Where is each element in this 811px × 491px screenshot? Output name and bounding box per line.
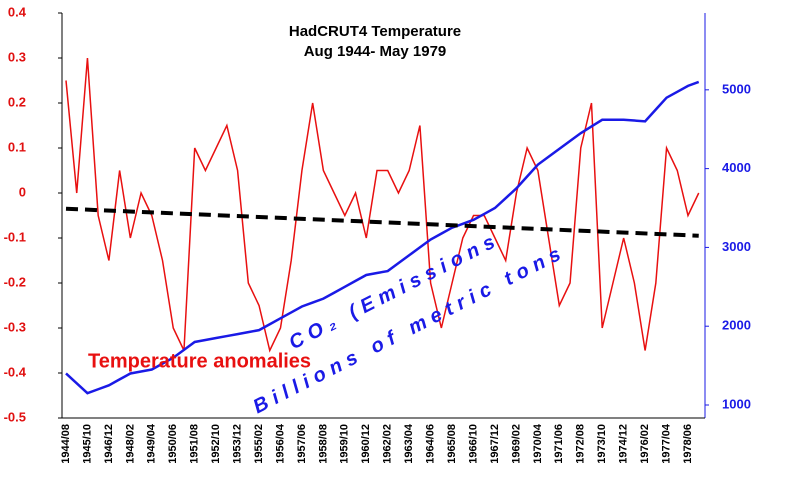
x-tick-label: 1962/02 — [382, 424, 394, 464]
x-tick-label: 1964/06 — [425, 424, 437, 464]
x-tick-label: 1959/10 — [339, 424, 351, 464]
data-line — [65, 80, 700, 395]
x-tick-label: 1953/12 — [231, 424, 243, 464]
x-tick-label: 1966/10 — [467, 424, 479, 464]
y-tick-label: 0 — [19, 184, 26, 199]
y2-tick-label: 1000 — [722, 396, 751, 411]
y-tick-label: 0.4 — [8, 4, 27, 19]
y-tick-label: -0.2 — [4, 274, 26, 289]
x-tick-label: 1974/12 — [618, 424, 630, 464]
x-tick-label: 1978/06 — [682, 424, 694, 464]
annotation: Temperature anomalies — [88, 350, 311, 372]
x-tick-label: 1952/10 — [210, 424, 222, 464]
x-tick-label: 1948/02 — [124, 424, 136, 464]
y-tick-label: -0.3 — [4, 319, 26, 334]
y-tick-label: -0.5 — [4, 409, 26, 424]
x-tick-label: 1965/08 — [446, 424, 458, 464]
chart-title: HadCRUT4 Temperature — [289, 23, 461, 40]
x-tick-label: 1956/04 — [274, 423, 286, 464]
x-tick-label: 1967/12 — [489, 424, 501, 464]
y-tick-label: 0.2 — [8, 94, 26, 109]
y2-tick-label: 5000 — [722, 81, 751, 96]
x-tick-label: 1949/04 — [146, 423, 158, 464]
x-tick-label: 1951/08 — [189, 424, 201, 464]
data-line — [65, 57, 700, 353]
x-tick-label: 1972/08 — [575, 424, 587, 464]
x-tick-label: 1957/06 — [296, 424, 308, 464]
x-tick-label: 1969/02 — [510, 424, 522, 464]
x-tick-label: 1976/02 — [639, 424, 651, 464]
y-tick-label: -0.4 — [4, 364, 27, 379]
y2-tick-label: 3000 — [722, 239, 751, 254]
y2-tick-label: 4000 — [722, 160, 751, 175]
x-tick-label: 1946/12 — [103, 424, 115, 464]
x-tick-label: 1950/06 — [167, 424, 179, 464]
trend-line — [65, 206, 699, 238]
x-tick-label: 1971/06 — [553, 424, 565, 464]
x-tick-label: 1958/08 — [317, 424, 329, 464]
y-tick-label: 0.1 — [8, 139, 26, 154]
x-tick-label: 1944/08 — [60, 424, 72, 464]
y-tick-label: -0.1 — [4, 229, 26, 244]
chart-subtitle: Aug 1944- May 1979 — [304, 43, 447, 60]
x-tick-label: 1960/12 — [360, 424, 372, 464]
x-tick-label: 1945/10 — [81, 424, 93, 464]
x-tick-label: 1970/04 — [532, 423, 544, 464]
x-tick-label: 1963/04 — [403, 423, 415, 464]
y2-tick-label: 2000 — [722, 318, 751, 333]
x-tick-label: 1955/02 — [253, 424, 265, 464]
x-tick-label: 1977/04 — [660, 423, 672, 464]
x-tick-label: 1973/10 — [596, 424, 608, 464]
y-tick-label: 0.3 — [8, 49, 26, 64]
